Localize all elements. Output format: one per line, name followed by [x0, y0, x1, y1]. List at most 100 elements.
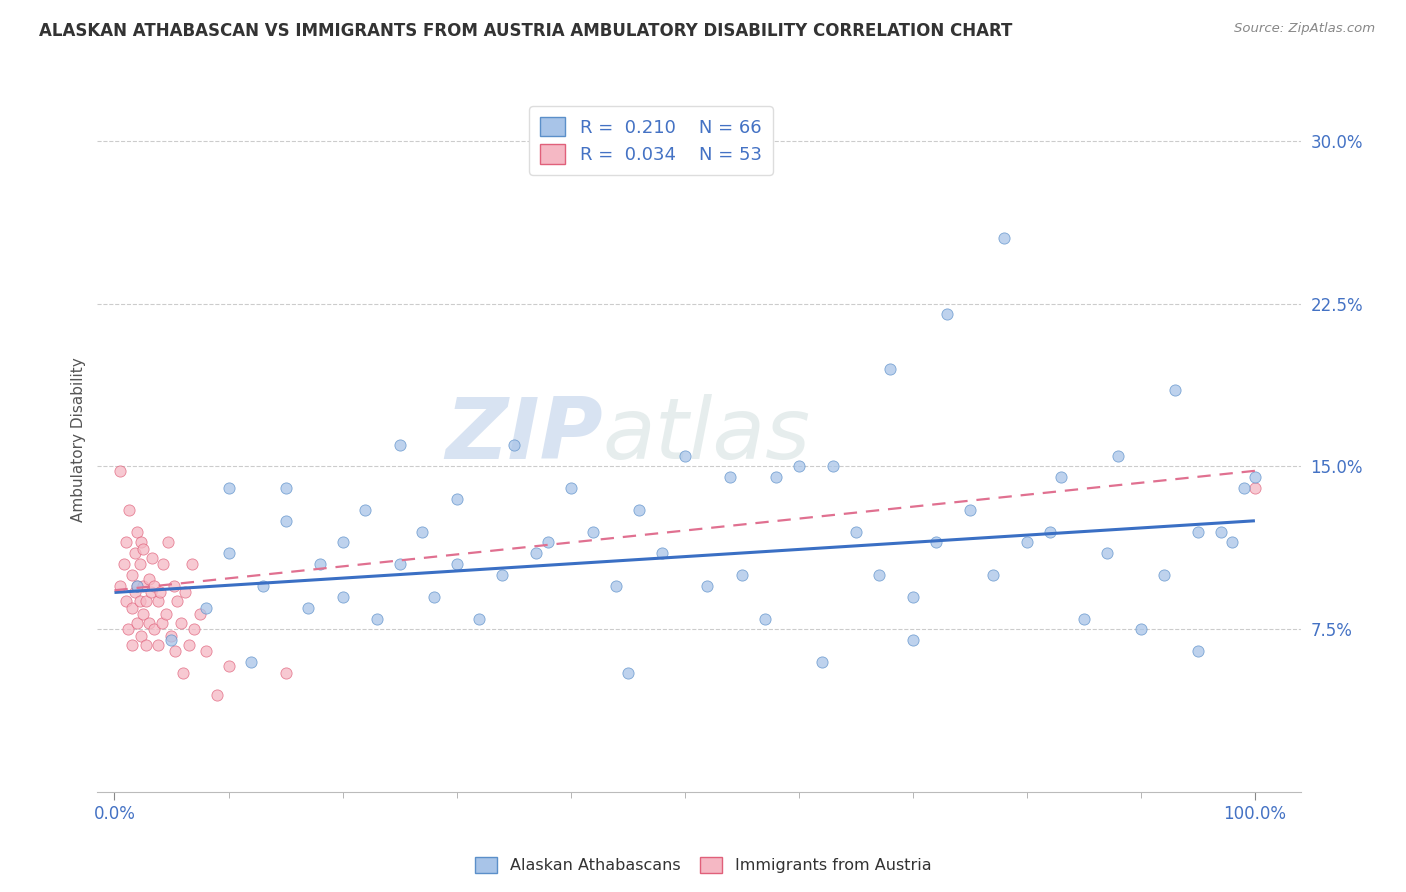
Point	[150, 615, 173, 630]
Point	[924, 535, 946, 549]
Point	[118, 503, 141, 517]
Text: Source: ZipAtlas.com: Source: ZipAtlas.com	[1234, 22, 1375, 36]
Point	[117, 623, 139, 637]
Point	[132, 607, 155, 622]
Point	[139, 585, 162, 599]
Legend: Alaskan Athabascans, Immigrants from Austria: Alaskan Athabascans, Immigrants from Aus…	[468, 850, 938, 880]
Point	[166, 594, 188, 608]
Point	[146, 594, 169, 608]
Point	[157, 535, 180, 549]
Point	[135, 638, 157, 652]
Point	[605, 579, 627, 593]
Point	[1015, 535, 1038, 549]
Point	[129, 535, 152, 549]
Point	[765, 470, 787, 484]
Point	[143, 579, 166, 593]
Point	[174, 585, 197, 599]
Point	[1153, 568, 1175, 582]
Point	[194, 600, 217, 615]
Point	[1187, 644, 1209, 658]
Point	[616, 665, 638, 680]
Point	[502, 438, 524, 452]
Point	[121, 600, 143, 615]
Point	[205, 688, 228, 702]
Point	[628, 503, 651, 517]
Point	[132, 579, 155, 593]
Point	[332, 535, 354, 549]
Point	[274, 481, 297, 495]
Point	[181, 558, 204, 572]
Point	[1129, 623, 1152, 637]
Point	[127, 579, 149, 593]
Legend: R =  0.210    N = 66, R =  0.034    N = 53: R = 0.210 N = 66, R = 0.034 N = 53	[529, 106, 772, 175]
Point	[218, 481, 240, 495]
Point	[868, 568, 890, 582]
Point	[160, 633, 183, 648]
Point	[155, 607, 177, 622]
Text: atlas: atlas	[603, 394, 811, 477]
Point	[366, 611, 388, 625]
Point	[135, 594, 157, 608]
Point	[1244, 481, 1267, 495]
Point	[183, 623, 205, 637]
Point	[240, 655, 263, 669]
Point	[128, 594, 150, 608]
Point	[388, 438, 411, 452]
Point	[112, 558, 135, 572]
Text: ZIP: ZIP	[446, 394, 603, 477]
Point	[160, 629, 183, 643]
Point	[411, 524, 433, 539]
Point	[821, 459, 844, 474]
Point	[388, 558, 411, 572]
Point	[981, 568, 1004, 582]
Point	[127, 524, 149, 539]
Point	[128, 558, 150, 572]
Point	[124, 585, 146, 599]
Point	[901, 590, 924, 604]
Point	[993, 231, 1015, 245]
Point	[1209, 524, 1232, 539]
Point	[1073, 611, 1095, 625]
Point	[1164, 384, 1187, 398]
Point	[936, 307, 959, 321]
Point	[1220, 535, 1243, 549]
Point	[218, 546, 240, 560]
Point	[332, 590, 354, 604]
Point	[141, 550, 163, 565]
Point	[108, 579, 131, 593]
Point	[274, 665, 297, 680]
Point	[651, 546, 673, 560]
Point	[121, 568, 143, 582]
Point	[194, 644, 217, 658]
Point	[132, 541, 155, 556]
Point	[582, 524, 605, 539]
Point	[163, 644, 186, 658]
Point	[537, 535, 560, 549]
Point	[169, 615, 191, 630]
Point	[754, 611, 776, 625]
Point	[124, 546, 146, 560]
Point	[188, 607, 211, 622]
Y-axis label: Ambulatory Disability: Ambulatory Disability	[72, 357, 86, 522]
Point	[718, 470, 741, 484]
Point	[354, 503, 377, 517]
Point	[108, 464, 131, 478]
Point	[172, 665, 194, 680]
Point	[129, 629, 152, 643]
Point	[121, 638, 143, 652]
Point	[177, 638, 200, 652]
Point	[468, 611, 491, 625]
Point	[423, 590, 446, 604]
Point	[127, 579, 149, 593]
Point	[143, 623, 166, 637]
Point	[845, 524, 868, 539]
Point	[810, 655, 832, 669]
Point	[252, 579, 274, 593]
Point	[274, 514, 297, 528]
Point	[673, 449, 696, 463]
Point	[446, 558, 468, 572]
Point	[491, 568, 513, 582]
Point	[115, 535, 138, 549]
Point	[959, 503, 981, 517]
Point	[308, 558, 330, 572]
